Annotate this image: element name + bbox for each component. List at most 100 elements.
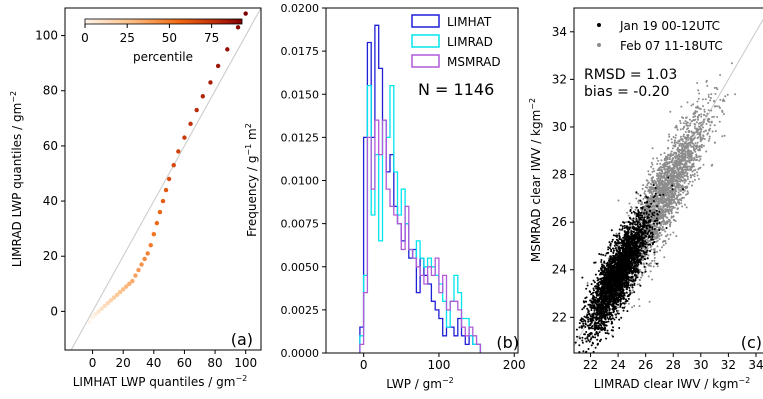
quantile-point <box>120 287 126 292</box>
scatter-point <box>578 344 581 347</box>
scatter-point <box>679 160 682 163</box>
scatter-point <box>594 336 597 339</box>
scatter-point <box>677 153 680 156</box>
sample-count-annotation: N = 1146 <box>418 80 494 99</box>
scatter-point <box>680 199 683 202</box>
histogram-limrad <box>359 84 482 353</box>
scatter-point <box>660 188 663 191</box>
quantile-point <box>136 267 141 273</box>
scatter-point <box>675 211 678 214</box>
scatter-point <box>644 254 647 257</box>
scatter-point <box>621 243 624 246</box>
scatter-point <box>643 201 646 204</box>
scatter-point <box>610 318 612 321</box>
scatter-point <box>683 133 685 136</box>
scatter-point <box>695 147 698 150</box>
scatter-point <box>694 148 697 151</box>
scatter-point <box>719 98 722 101</box>
scatter-point <box>650 241 653 244</box>
scatter-point <box>631 289 634 292</box>
scatter-point <box>703 138 706 140</box>
scatter-series-jan-19-00-12utc <box>574 176 685 358</box>
scatter-point <box>683 178 686 181</box>
scatter-point <box>650 192 653 195</box>
scatter-point <box>698 128 701 131</box>
y-tick-label: 0.0125 <box>281 131 320 144</box>
scatter-point <box>666 168 669 171</box>
scatter-point <box>679 190 682 192</box>
scatter-point <box>640 276 642 279</box>
scatter-point <box>685 160 688 163</box>
scatter-point <box>658 174 661 177</box>
scatter-point <box>593 289 595 292</box>
scatter-point <box>611 240 614 243</box>
scatter-point <box>652 157 655 160</box>
scatter-point <box>690 176 692 179</box>
scatter-point <box>633 304 636 307</box>
scatter-point <box>662 189 665 192</box>
scatter-point <box>592 314 595 317</box>
scatter-point <box>582 320 584 323</box>
scatter-point <box>685 124 688 127</box>
scatter-point <box>664 198 667 200</box>
scatter-point <box>673 193 676 196</box>
scatter-point <box>675 204 678 207</box>
scatter-point <box>605 311 608 314</box>
scatter-point <box>589 304 592 306</box>
scatter-point <box>682 140 684 143</box>
scatter-point <box>642 197 645 200</box>
scatter-point <box>664 201 667 204</box>
quantile-point <box>194 107 199 113</box>
quantile-point <box>142 256 147 262</box>
scatter-point <box>647 239 650 242</box>
scatter-point <box>628 286 631 289</box>
scatter-point <box>681 142 684 145</box>
scatter-point <box>583 315 586 318</box>
scatter-point <box>620 316 623 319</box>
scatter-point <box>682 135 685 138</box>
quantile-point <box>151 231 157 237</box>
scatter-point <box>688 118 691 121</box>
quantile-point <box>200 94 206 99</box>
scatter-point <box>675 152 678 155</box>
scatter-point <box>698 167 701 170</box>
scatter-point <box>682 127 685 130</box>
scatter-point <box>696 82 699 84</box>
scatter-point <box>609 315 612 318</box>
scatter-point <box>641 201 643 204</box>
scatter-point <box>618 327 621 329</box>
scatter-point <box>662 223 665 226</box>
scatter-point <box>576 356 578 358</box>
scatter-point <box>710 109 713 112</box>
scatter-point <box>639 223 642 226</box>
scatter-point <box>683 196 685 199</box>
scatter-point <box>649 262 652 265</box>
scatter-point <box>661 209 664 212</box>
scatter-point <box>707 139 710 142</box>
scatter-point <box>695 121 698 124</box>
scatter-point <box>658 238 661 241</box>
scatter-point <box>709 99 712 102</box>
scatter-point <box>689 122 692 125</box>
y-tick-label: 0.0050 <box>281 261 320 274</box>
scatter-point <box>686 193 689 195</box>
scatter-point <box>709 97 712 99</box>
scatter-point <box>664 230 667 233</box>
scatter-point <box>663 165 666 167</box>
scatter-point <box>691 170 694 173</box>
scatter-point <box>680 202 683 205</box>
scatter-point <box>631 284 634 287</box>
scatter-point <box>592 350 595 353</box>
scatter-point <box>611 317 614 320</box>
scatter-point <box>657 233 660 236</box>
scatter-point <box>674 201 677 204</box>
scatter-point <box>632 278 635 281</box>
scatter-point <box>714 130 717 133</box>
scatter-point <box>655 174 658 177</box>
scatter-point <box>610 250 613 253</box>
scatter-point <box>686 145 689 148</box>
scatter-point <box>649 173 652 176</box>
scatter-point <box>713 115 715 118</box>
scatter-point <box>702 120 705 123</box>
